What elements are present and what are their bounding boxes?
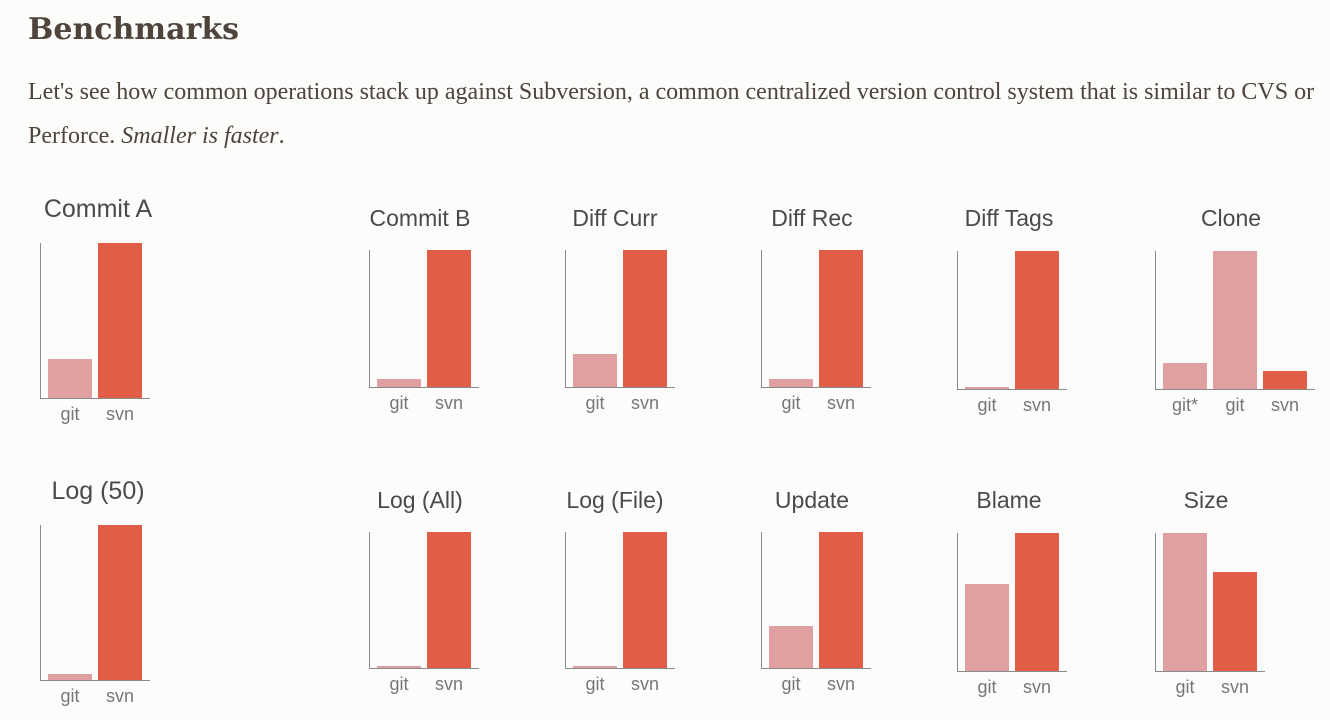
bar-log-all-svn — [427, 532, 471, 668]
bar-log-file-git — [573, 666, 617, 668]
chart-title: Update — [774, 487, 850, 513]
intro-end: . — [278, 123, 285, 149]
x-axis — [40, 398, 150, 399]
bar-diff-rec-svn — [819, 250, 863, 387]
tick-label: git — [977, 395, 997, 415]
x-axis — [957, 389, 1067, 390]
y-axis — [761, 250, 762, 387]
x-axis — [957, 671, 1067, 672]
y-axis — [40, 243, 41, 398]
intro-emphasis: Smaller is faster — [121, 123, 279, 149]
tick-label: svn — [1220, 677, 1250, 697]
tick-label: git — [60, 404, 80, 424]
x-axis — [369, 387, 479, 388]
bar-clone-git — [1213, 251, 1257, 389]
chart-title: Diff Tags — [964, 205, 1054, 231]
tick-label: svn — [826, 674, 856, 694]
y-axis — [369, 250, 370, 387]
tick-label: svn — [630, 393, 660, 413]
bar-blame-svn — [1015, 533, 1059, 671]
tick-label: git — [781, 393, 801, 413]
bar-log-50-git — [48, 674, 92, 680]
x-axis — [1155, 671, 1265, 672]
bar-diff-curr-svn — [623, 250, 667, 387]
tick-label: svn — [630, 674, 660, 694]
bar-update-svn — [819, 532, 863, 668]
tick-label: git — [389, 674, 409, 694]
tick-label: svn — [105, 404, 135, 424]
tick-label: git — [1225, 395, 1245, 415]
x-axis — [565, 387, 675, 388]
x-axis — [1155, 389, 1315, 390]
chart-title: Log (All) — [377, 487, 463, 513]
y-axis — [565, 250, 566, 387]
tick-label: git — [389, 393, 409, 413]
bar-clone-svn — [1263, 371, 1307, 389]
x-axis — [761, 668, 871, 669]
tick-label: git — [977, 677, 997, 697]
y-axis — [565, 532, 566, 668]
x-axis — [40, 680, 150, 681]
bar-clone-git-star — [1163, 363, 1207, 389]
y-axis — [1155, 251, 1156, 389]
bar-diff-rec-git — [769, 379, 813, 387]
bar-log-50-svn — [98, 525, 142, 680]
section-heading: Benchmarks — [28, 12, 239, 47]
tick-label: svn — [1022, 395, 1052, 415]
intro-text: Let's see how common operations stack up… — [28, 79, 1315, 149]
y-axis — [1155, 533, 1156, 671]
y-axis — [957, 251, 958, 389]
chart-title: Commit A — [43, 195, 153, 223]
chart-title: Commit B — [369, 205, 471, 231]
intro-paragraph: Let's see how common operations stack up… — [28, 70, 1318, 158]
bar-commit-b-git — [377, 379, 421, 387]
tick-label: svn — [1022, 677, 1052, 697]
bar-blame-git — [965, 584, 1009, 671]
bar-commit-b-svn — [427, 250, 471, 387]
tick-label: svn — [434, 674, 464, 694]
tick-label: git — [781, 674, 801, 694]
bar-commit-a-svn — [98, 243, 142, 398]
tick-label: svn — [1270, 395, 1300, 415]
chart-title: Size — [1183, 487, 1229, 513]
bar-diff-tags-svn — [1015, 251, 1059, 389]
y-axis — [761, 532, 762, 668]
bar-log-all-git — [377, 666, 421, 668]
bar-size-svn — [1213, 572, 1257, 671]
chart-title: Log (50) — [51, 477, 145, 505]
bar-commit-a-git — [48, 359, 92, 398]
tick-label: git — [585, 674, 605, 694]
bar-size-git — [1163, 533, 1207, 671]
x-axis — [369, 668, 479, 669]
x-axis — [761, 387, 871, 388]
chart-title: Blame — [976, 487, 1042, 513]
bar-diff-curr-git — [573, 354, 617, 387]
chart-title: Log (File) — [566, 487, 664, 513]
y-axis — [369, 532, 370, 668]
tick-label: svn — [105, 686, 135, 706]
x-axis — [565, 668, 675, 669]
y-axis — [957, 533, 958, 671]
chart-title: Diff Curr — [572, 205, 658, 231]
bar-log-file-svn — [623, 532, 667, 668]
y-axis — [40, 525, 41, 680]
chart-title: Clone — [1200, 205, 1262, 231]
tick-label: svn — [434, 393, 464, 413]
tick-label: git* — [1171, 395, 1199, 415]
tick-label: git — [1175, 677, 1195, 697]
tick-label: git — [585, 393, 605, 413]
tick-label: svn — [826, 393, 856, 413]
chart-title: Diff Rec — [771, 205, 853, 231]
tick-label: git — [60, 686, 80, 706]
bar-diff-tags-git — [965, 387, 1009, 389]
bar-update-git — [769, 626, 813, 668]
